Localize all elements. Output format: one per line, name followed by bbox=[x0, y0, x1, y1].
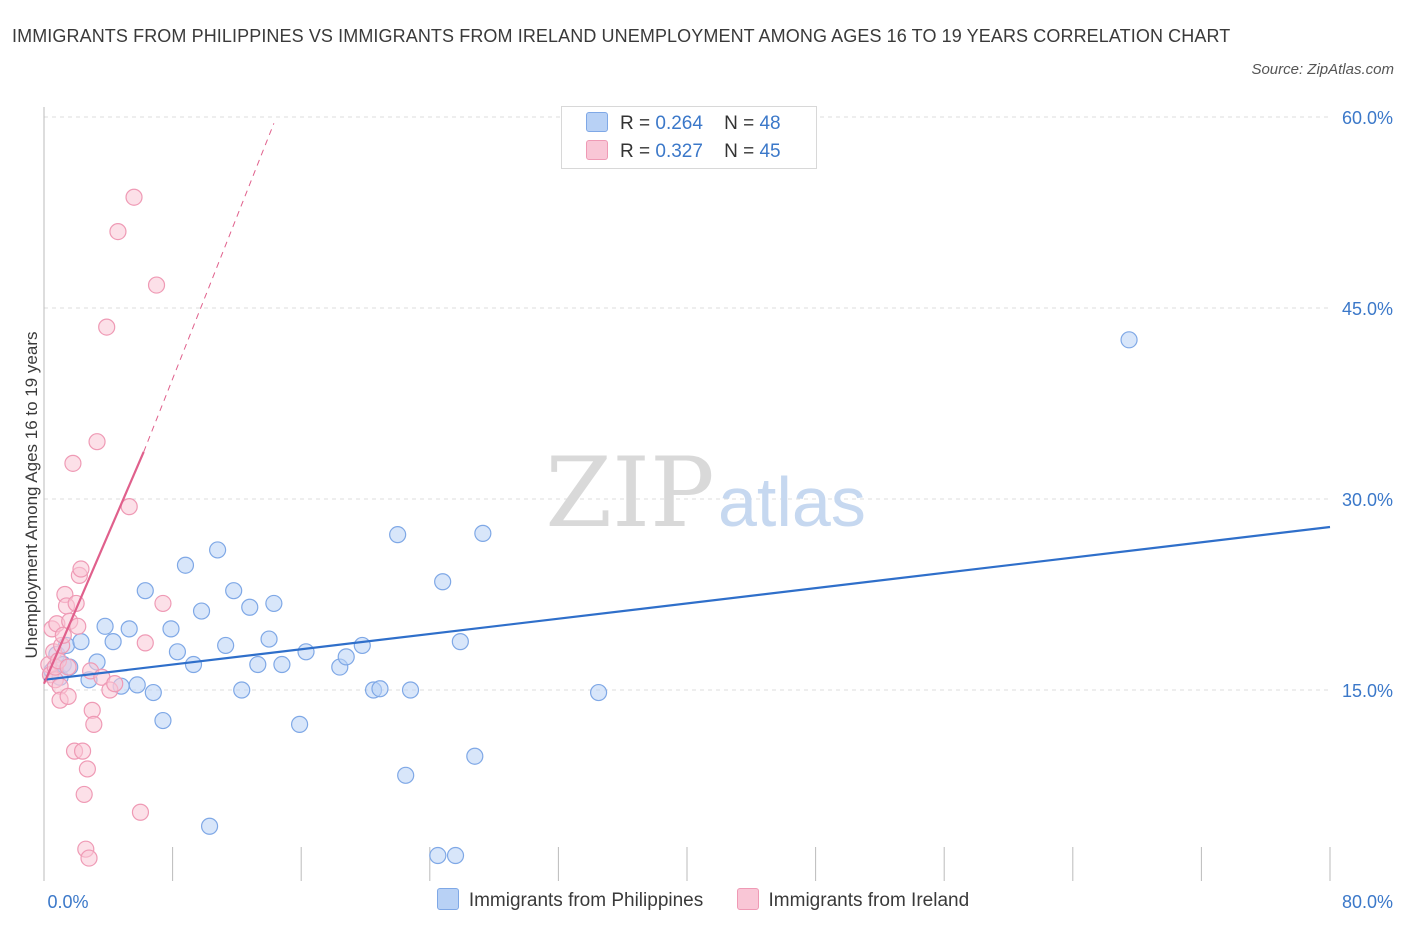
watermark: ZIP atlas bbox=[545, 437, 865, 549]
ireland-point bbox=[125, 188, 143, 206]
ireland-point bbox=[59, 687, 77, 705]
ireland-point bbox=[73, 742, 92, 760]
philippines-point bbox=[389, 526, 407, 544]
r-value-ireland: 0.327 bbox=[655, 141, 703, 162]
philippines-point bbox=[192, 602, 211, 620]
philippines-point bbox=[337, 648, 355, 666]
philippines-point bbox=[233, 681, 251, 699]
ireland-point bbox=[109, 223, 127, 241]
r-value-philippines: 0.264 bbox=[655, 113, 703, 134]
philippines-point bbox=[297, 643, 315, 661]
philippines-point bbox=[273, 655, 291, 674]
x-tick-label: 80.0% bbox=[1342, 892, 1393, 912]
stats-row-philippines: R = 0.264 N = 48 bbox=[586, 110, 781, 138]
philippines-point bbox=[144, 683, 162, 702]
ireland-trendline bbox=[42, 451, 145, 685]
philippines-point bbox=[168, 643, 187, 661]
r-label: R = bbox=[620, 113, 651, 134]
philippines-point bbox=[104, 633, 122, 651]
legend-swatch-philippines bbox=[436, 888, 459, 910]
philippines-point bbox=[474, 524, 492, 542]
philippines-point bbox=[249, 655, 267, 674]
tick-labels: 15.0% 30.0% 45.0% 60.0% 0.0% 80.0% bbox=[47, 108, 1393, 912]
ireland-point bbox=[88, 433, 106, 451]
philippines-point bbox=[265, 594, 283, 613]
stats-row-ireland: R = 0.327 N = 45 bbox=[586, 138, 781, 166]
trendlines bbox=[42, 123, 1331, 685]
n-value-philippines: 48 bbox=[759, 113, 781, 134]
ireland-swatch bbox=[586, 140, 608, 160]
legend-label-philippines: Immigrants from Philippines bbox=[468, 890, 704, 911]
n-label: N = bbox=[724, 113, 755, 134]
philippines-point bbox=[290, 715, 309, 733]
source-credit: Source: ZipAtlas.com bbox=[1251, 61, 1394, 78]
legend: Immigrants from Philippines Immigrants f… bbox=[0, 888, 1406, 912]
philippines-point bbox=[371, 680, 389, 698]
y-tick-label: 60.0% bbox=[1342, 108, 1393, 128]
legend-label-ireland: Immigrants from Ireland bbox=[768, 890, 970, 911]
ireland-point bbox=[136, 634, 154, 652]
ireland-point bbox=[78, 760, 97, 778]
y-tick-label: 45.0% bbox=[1342, 299, 1393, 319]
ireland-point bbox=[154, 594, 172, 613]
ireland-point bbox=[147, 276, 166, 294]
ireland-point bbox=[64, 454, 82, 472]
watermark-atlas: atlas bbox=[718, 463, 866, 541]
philippines-point bbox=[136, 582, 154, 600]
stats-box: R = 0.264 N = 48 R = 0.327 N = 45 bbox=[561, 106, 817, 169]
philippines-point bbox=[434, 573, 452, 591]
philippines-point bbox=[225, 582, 243, 600]
philippines-point bbox=[1120, 331, 1138, 349]
ireland-point bbox=[106, 675, 124, 693]
philippines-point bbox=[184, 655, 203, 674]
n-label: N = bbox=[724, 141, 755, 162]
philippines-point bbox=[96, 617, 114, 635]
philippines-swatch bbox=[586, 112, 608, 132]
axes bbox=[43, 107, 1331, 881]
y-tick-label: 30.0% bbox=[1342, 490, 1393, 510]
philippines-point bbox=[589, 683, 608, 702]
philippines-point bbox=[353, 636, 371, 655]
ireland-trendline-extension bbox=[143, 123, 275, 453]
ireland-point bbox=[59, 658, 77, 676]
philippines-point bbox=[397, 766, 415, 784]
philippines-point bbox=[429, 846, 447, 865]
chart-title: IMMIGRANTS FROM PHILIPPINES VS IMMIGRANT… bbox=[12, 26, 1231, 46]
philippines-point bbox=[451, 633, 469, 651]
philippines-point bbox=[446, 846, 465, 865]
philippines-point bbox=[241, 598, 259, 616]
philippines-point bbox=[162, 620, 180, 638]
philippines-point bbox=[154, 711, 172, 730]
philippines-point bbox=[217, 636, 235, 655]
ireland-point bbox=[131, 803, 150, 821]
philippines-point bbox=[200, 817, 219, 835]
y-tick-label: 15.0% bbox=[1342, 681, 1393, 701]
philippines-point bbox=[72, 633, 90, 651]
philippines-point bbox=[176, 556, 195, 574]
ireland-point bbox=[75, 785, 93, 804]
ireland-point bbox=[80, 849, 98, 867]
philippines-point bbox=[120, 620, 138, 638]
x-tick-label: 0.0% bbox=[47, 892, 88, 912]
ireland-point bbox=[85, 715, 103, 733]
n-value-ireland: 45 bbox=[759, 141, 781, 162]
ireland-point bbox=[72, 560, 90, 578]
philippines-point bbox=[209, 541, 227, 559]
ireland-point bbox=[98, 318, 116, 336]
philippines-point bbox=[128, 676, 146, 694]
data-points bbox=[40, 188, 1138, 867]
philippines-point bbox=[260, 630, 278, 648]
legend-item-philippines[interactable]: Immigrants from Philippines bbox=[436, 888, 704, 912]
philippines-point bbox=[401, 681, 420, 699]
philippines-trendline bbox=[43, 525, 1331, 681]
legend-swatch-ireland bbox=[736, 888, 759, 910]
r-label: R = bbox=[620, 141, 651, 162]
watermark-zip: ZIP bbox=[545, 437, 714, 549]
philippines-point bbox=[466, 747, 484, 765]
legend-item-ireland[interactable]: Immigrants from Ireland bbox=[736, 888, 970, 912]
